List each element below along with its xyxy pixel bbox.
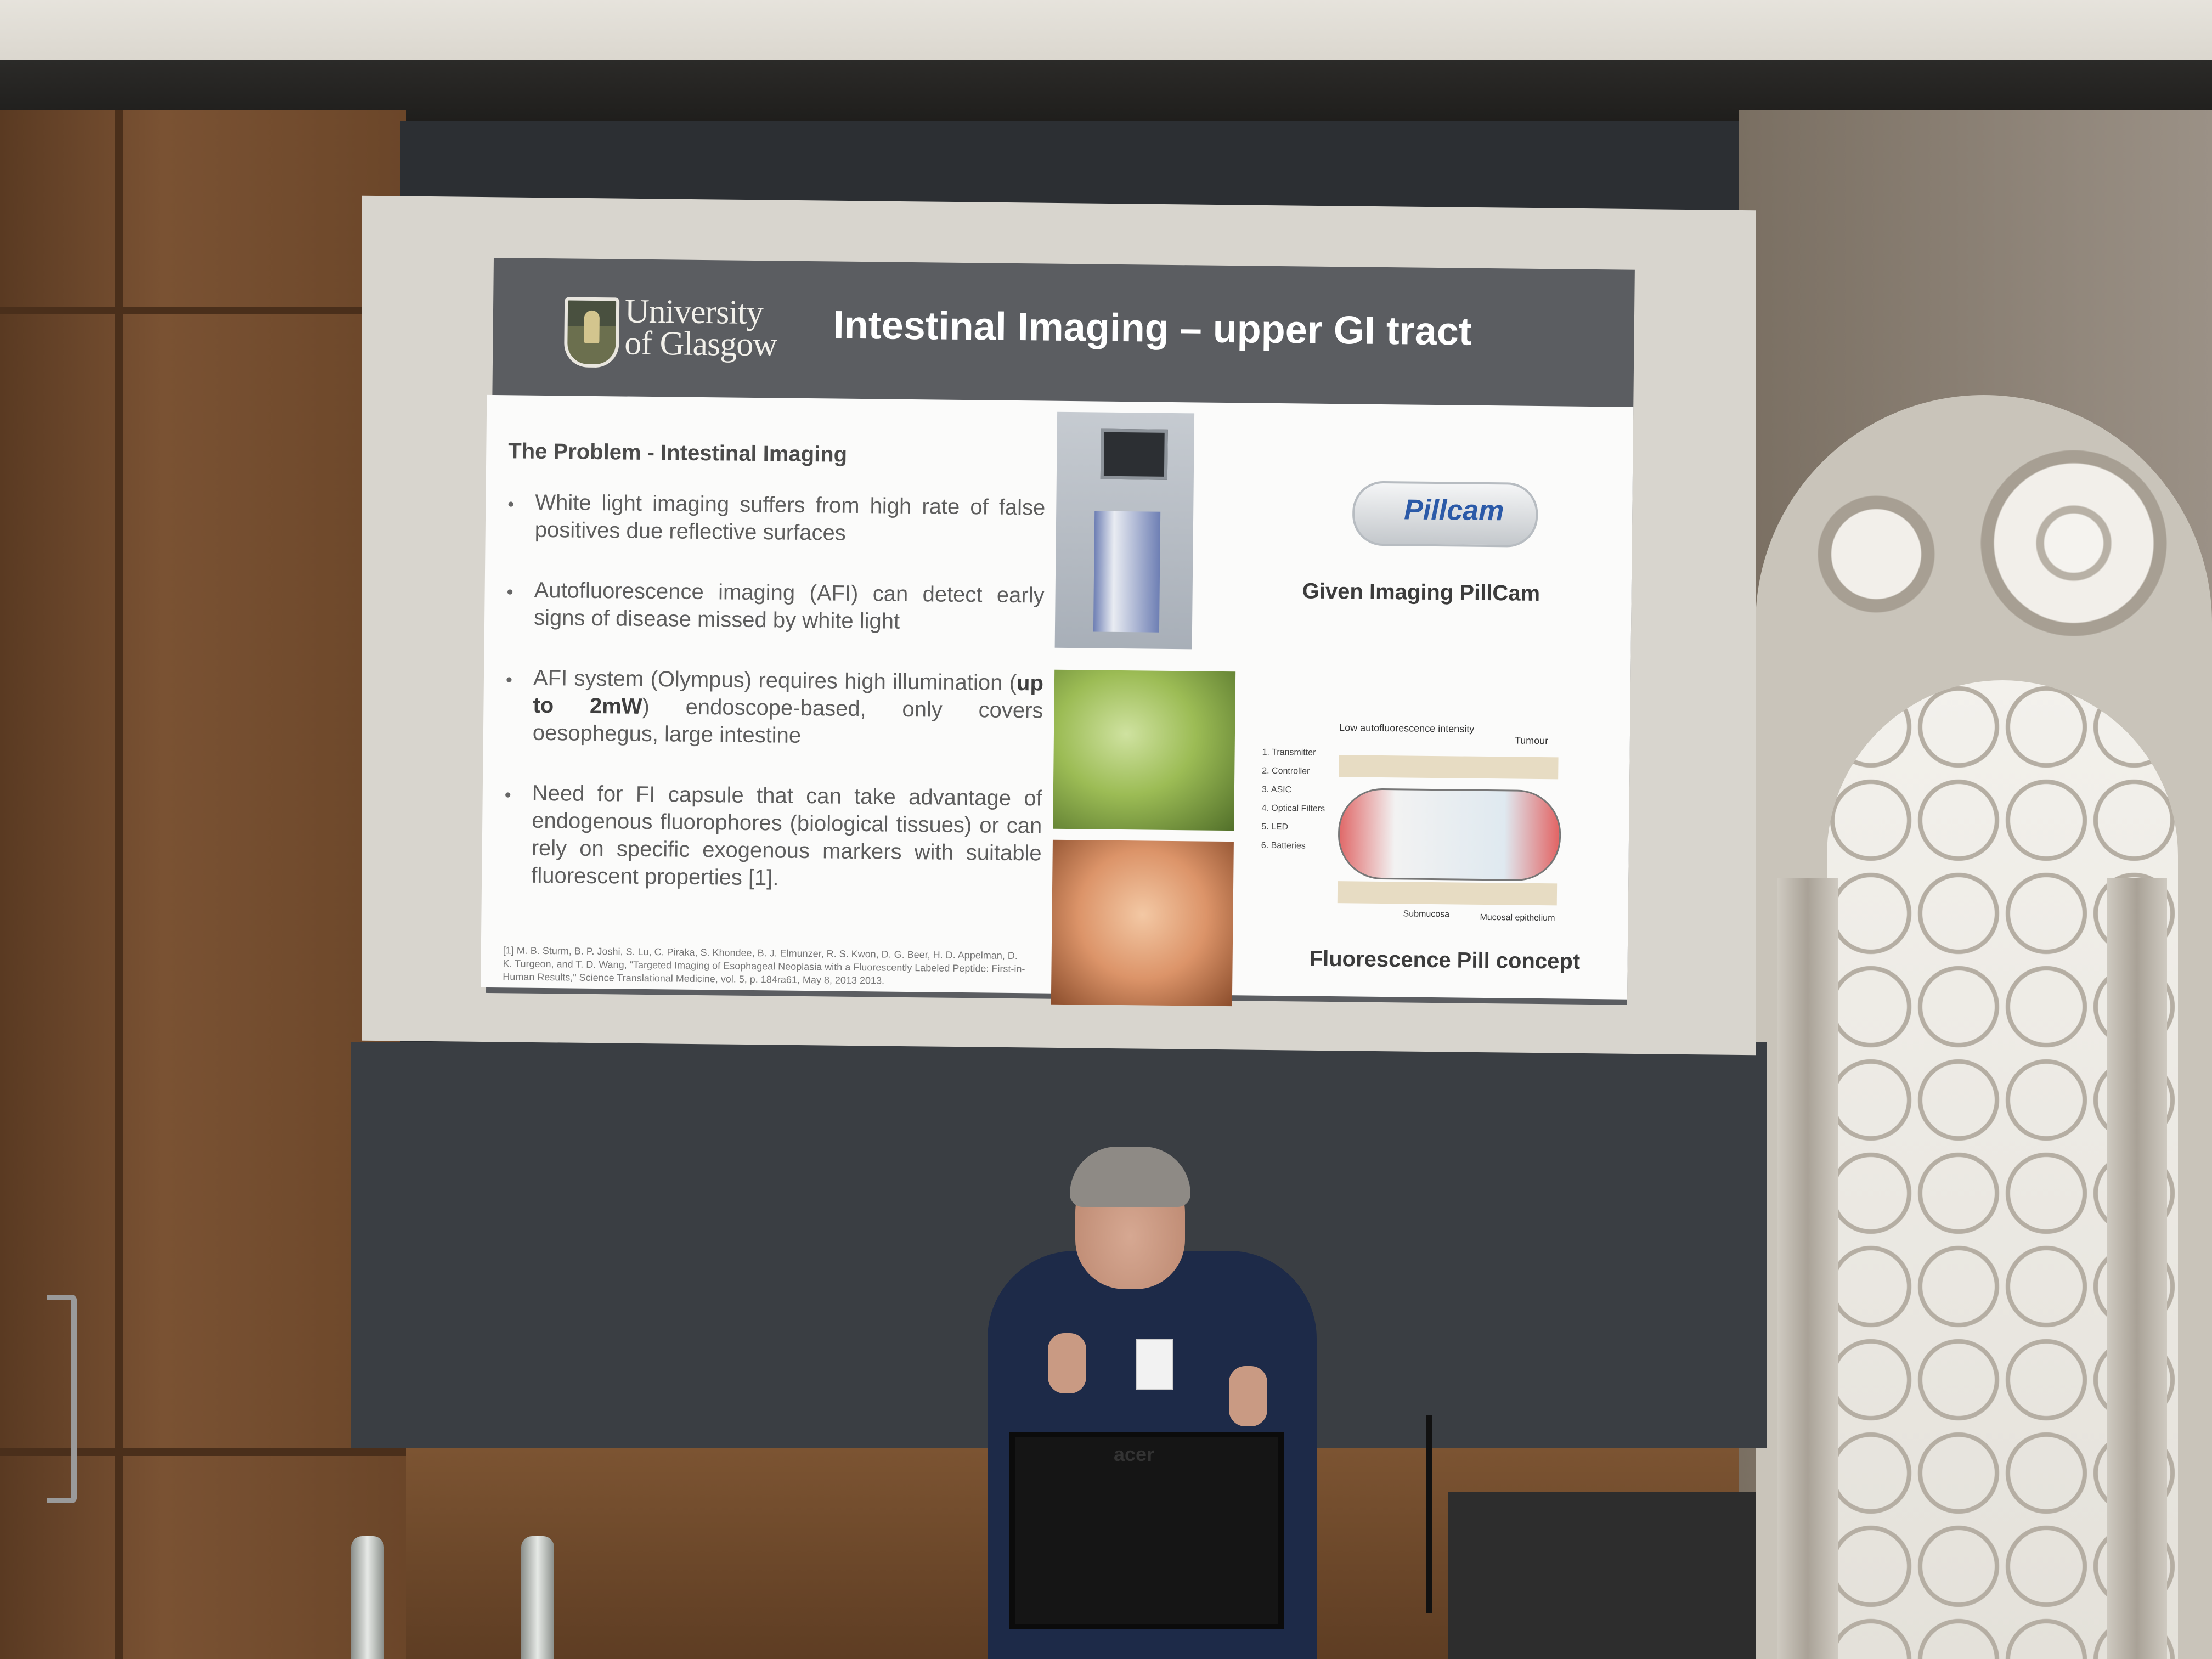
component-item: 3. ASIC — [1261, 785, 1292, 795]
bullet-icon: • — [507, 494, 515, 515]
cart-icon — [1093, 511, 1161, 633]
rose-window-tracery — [1980, 450, 2167, 636]
university-logo: University of Glasgow — [563, 286, 795, 381]
diagram-label: Tumour — [1514, 735, 1549, 747]
bullet-icon: • — [504, 785, 511, 806]
component-item: 5. LED — [1261, 822, 1289, 832]
pillcam-caption: Given Imaging PillCam — [1302, 579, 1541, 606]
name-badge — [1136, 1339, 1173, 1390]
wood-panel-wall — [0, 110, 406, 1659]
door-handle — [47, 1295, 77, 1503]
laptop — [1448, 1492, 1756, 1659]
section-heading: The Problem - Intestinal Imaging — [508, 439, 848, 467]
diagram-label: Submucosa — [1403, 909, 1450, 919]
tissue-layer — [1339, 755, 1559, 780]
bullet-icon: • — [506, 582, 514, 603]
bullet-item: AFI system (Olympus) requires high illum… — [533, 664, 1044, 752]
reference-citation: [1] M. B. Sturm, B. P. Joshi, S. Lu, C. … — [503, 945, 1025, 986]
fluorescence-pill-caption: Fluorescence Pill concept — [1309, 946, 1581, 974]
bullet-icon: • — [505, 669, 513, 691]
window-tracery — [1816, 461, 1937, 647]
component-item: 1. Transmitter — [1262, 747, 1316, 758]
crest-icon — [563, 297, 620, 368]
slide-content: The Problem - Intestinal Imaging • White… — [481, 394, 1634, 1007]
diagram-label: Low autofluorescence intensity — [1339, 722, 1475, 735]
slide-title: Intestinal Imaging – upper GI tract — [833, 303, 1472, 354]
pillcam-capsule-photo: Pillcam — [1352, 481, 1538, 548]
wood-panel-seam — [0, 307, 406, 314]
tissue-layer — [1337, 881, 1558, 906]
pillcam-logo: Pillcam — [1403, 494, 1504, 527]
speaker-hand — [1048, 1333, 1086, 1393]
microphone-stand — [1426, 1415, 1432, 1613]
presentation-slide: University of Glasgow Intestinal Imaging… — [481, 258, 1635, 1007]
stone-column — [2107, 878, 2167, 1659]
stone-column — [1778, 878, 1838, 1659]
afi-endoscopy-image — [1053, 669, 1236, 831]
logo-text-line2: of Glasgow — [624, 324, 777, 364]
component-item: 4. Optical Filters — [1261, 803, 1325, 814]
wood-panel-seam — [0, 1448, 406, 1456]
component-item: 6. Batteries — [1261, 840, 1306, 851]
monitor-icon — [1100, 428, 1168, 480]
component-item: 2. Controller — [1262, 766, 1310, 776]
speaker-hand — [1229, 1366, 1267, 1426]
bullet-text-part: AFI system (Olympus) requires high illum… — [533, 665, 1017, 696]
wood-panel-seam — [115, 110, 123, 1659]
monitor-brand: acer — [1114, 1443, 1155, 1465]
bullet-item: Need for FI capsule that can take advant… — [531, 781, 1042, 890]
water-bottle — [521, 1536, 554, 1659]
component-list: 1. Transmitter 2. Controller 3. ASIC 4. … — [1261, 743, 1326, 856]
fluorescence-pill-diagram: Low autofluorescence intensity Tumour 1.… — [1260, 721, 1592, 923]
water-bottle — [351, 1536, 384, 1659]
diagram-label: Mucosal epithelium — [1480, 912, 1555, 923]
tree-icon — [584, 310, 600, 344]
endoscope-cart-photo — [1054, 411, 1195, 650]
capsule-illustration — [1338, 788, 1561, 882]
bullet-item: Autofluorescence imaging (AFI) can detec… — [533, 578, 1045, 634]
white-light-endoscopy-image — [1051, 839, 1234, 1007]
bullet-item: White light imaging suffers from high ra… — [534, 490, 1046, 545]
speaker-hair — [1070, 1147, 1190, 1207]
lectern-monitor: acer — [1009, 1432, 1284, 1629]
